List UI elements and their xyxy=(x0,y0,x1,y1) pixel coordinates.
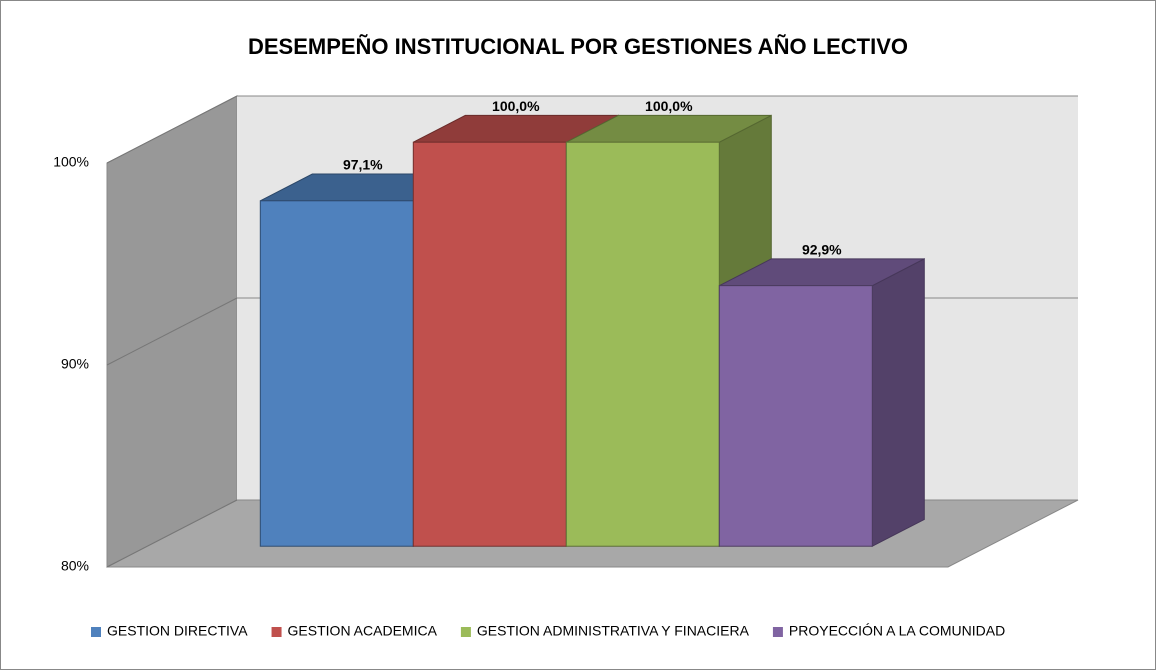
data-label: 100,0% xyxy=(645,98,693,114)
bar xyxy=(565,141,720,547)
grid-line xyxy=(106,499,238,568)
grid-line xyxy=(106,95,238,164)
data-label: 97,1% xyxy=(343,157,383,173)
legend-swatch xyxy=(460,627,471,637)
y-tick-label: 100% xyxy=(53,154,89,170)
legend-swatch xyxy=(772,627,783,637)
legend-label: PROYECCIÓN A LA COMUNIDAD xyxy=(789,623,1005,639)
bar xyxy=(412,141,567,547)
legend-label: GESTION ADMINISTRATIVA Y FINACIERA xyxy=(477,623,750,639)
data-label: 92,9% xyxy=(802,242,842,258)
legend-swatch xyxy=(91,627,101,637)
bar-side xyxy=(871,258,925,548)
y-tick-label: 90% xyxy=(61,356,89,372)
chart-title: DESEMPEÑO INSTITUCIONAL POR GESTIONES AÑ… xyxy=(248,34,908,59)
data-label: 100,0% xyxy=(492,98,540,114)
grid-line xyxy=(106,297,238,366)
legend-label: GESTION DIRECTIVA xyxy=(107,623,248,639)
y-tick-label: 80% xyxy=(61,558,89,574)
bar xyxy=(718,285,873,547)
bar xyxy=(259,200,414,547)
legend-swatch xyxy=(271,627,282,637)
legend-label: GESTION ACADEMICA xyxy=(288,623,438,639)
